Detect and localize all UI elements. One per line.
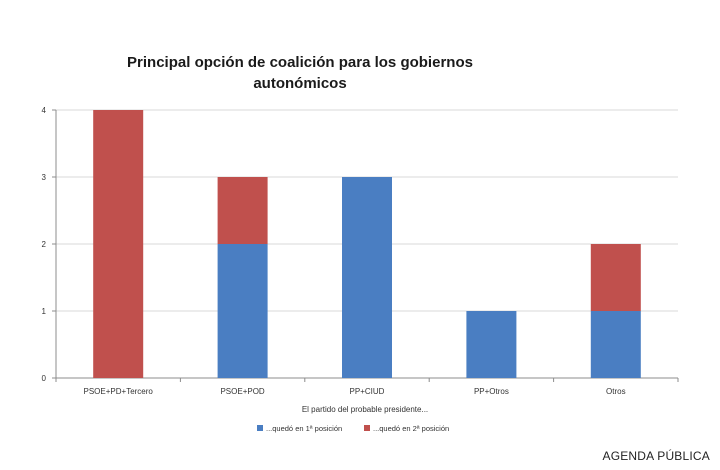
y-tick-label-2: 2 [42, 240, 47, 249]
x-tick-label-3: PP+Otros [474, 387, 509, 396]
x-tick-label-0: PSOE+PD+Tercero [84, 387, 154, 396]
source-credit: AGENDA PÚBLICA [602, 449, 710, 463]
bar-otros-series-1 [590, 311, 641, 378]
bar-pp-ciud-series-1 [342, 177, 392, 378]
x-tick-label-4: Otros [606, 387, 626, 396]
bar-psoe-pod-series-2 [217, 177, 268, 244]
x-tick-label-2: PP+CIUD [350, 387, 385, 396]
chart-title-line-1: Principal opción de coalición para los g… [127, 54, 473, 71]
y-tick-label-4: 4 [42, 106, 47, 115]
legend-swatch-2 [364, 425, 370, 431]
legend-swatch-1 [257, 425, 263, 431]
bar-pp-otros-series-1 [466, 311, 517, 378]
chart-title-line-2: autonómicos [253, 75, 347, 92]
y-tick-label-3: 3 [42, 173, 47, 182]
y-tick-label-0: 0 [42, 374, 47, 383]
bar-otros-series-2 [590, 244, 641, 311]
bar-psoe-pd-tercero-series-2 [93, 110, 144, 378]
legend-label-2: ...quedó en 2ª posición [373, 424, 449, 433]
y-tick-label-1: 1 [42, 307, 47, 316]
x-tick-label-1: PSOE+POD [220, 387, 264, 396]
bar-psoe-pod-series-1 [217, 244, 268, 378]
x-axis-title: El partido del probable presidente... [302, 405, 428, 414]
legend-label-1: ...quedó en 1ª posición [266, 424, 342, 433]
chart-title: Principal opción de coalición para los g… [120, 52, 480, 94]
